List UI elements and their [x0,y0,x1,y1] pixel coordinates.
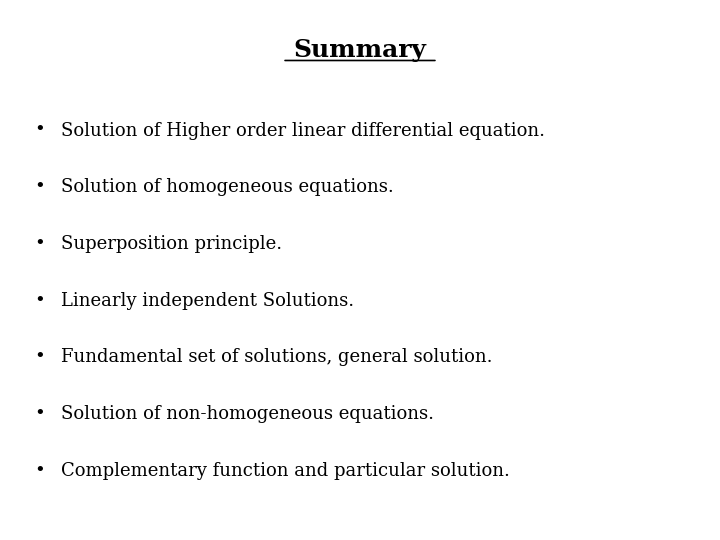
Text: •: • [35,235,45,253]
Text: Linearly independent Solutions.: Linearly independent Solutions. [61,292,354,309]
Text: •: • [35,405,45,423]
Text: •: • [35,348,45,366]
Text: Solution of non-homogeneous equations.: Solution of non-homogeneous equations. [61,405,434,423]
Text: •: • [35,292,45,309]
Text: Complementary function and particular solution.: Complementary function and particular so… [61,462,510,480]
Text: •: • [35,462,45,480]
Text: Fundamental set of solutions, general solution.: Fundamental set of solutions, general so… [61,348,492,366]
Text: Solution of homogeneous equations.: Solution of homogeneous equations. [61,178,394,196]
Text: Summary: Summary [294,38,426,62]
Text: Solution of Higher order linear differential equation.: Solution of Higher order linear differen… [61,122,545,139]
Text: •: • [35,122,45,139]
Text: •: • [35,178,45,196]
Text: Superposition principle.: Superposition principle. [61,235,282,253]
